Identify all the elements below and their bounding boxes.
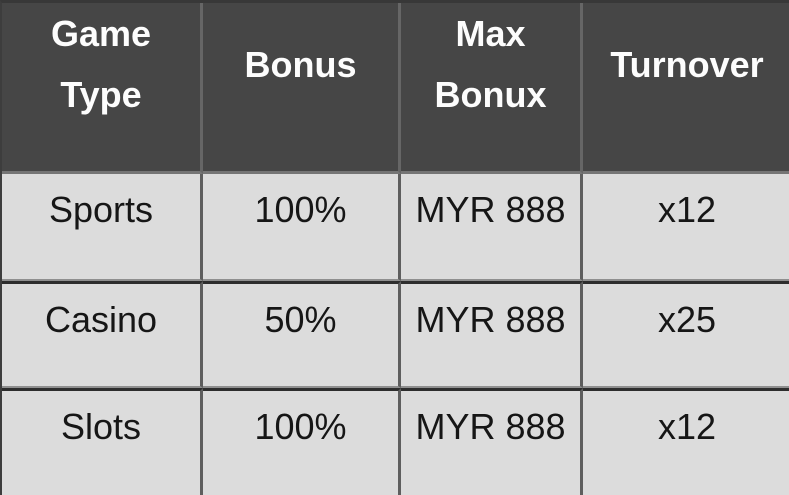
cell-turnover: x25 [583, 281, 789, 388]
column-header-game-type: Game Type [2, 3, 203, 174]
cell-game-type: Sports [2, 174, 203, 281]
cell-bonus: 100% [203, 388, 401, 495]
table-header: Game Type Bonus Max Bonux Turnover [2, 3, 789, 174]
cell-turnover: x12 [583, 174, 789, 281]
cell-game-type: Slots [2, 388, 203, 495]
header-row: Game Type Bonus Max Bonux Turnover [2, 3, 789, 174]
column-header-max-bonux: Max Bonux [401, 3, 583, 174]
column-header-bonus: Bonus [203, 3, 401, 174]
cell-bonus: 50% [203, 281, 401, 388]
cell-game-type: Casino [2, 281, 203, 388]
cell-bonus: 100% [203, 174, 401, 281]
cell-max-bonux: MYR 888 [401, 388, 583, 495]
table-body: Sports 100% MYR 888 x12 Casino 50% MYR 8… [2, 174, 789, 495]
table-row-casino: Casino 50% MYR 888 x25 [2, 281, 789, 388]
table-row-sports: Sports 100% MYR 888 x12 [2, 174, 789, 281]
table-row-slots: Slots 100% MYR 888 x12 [2, 388, 789, 495]
column-header-turnover: Turnover [583, 3, 789, 174]
cell-max-bonux: MYR 888 [401, 281, 583, 388]
cell-turnover: x12 [583, 388, 789, 495]
cell-max-bonux: MYR 888 [401, 174, 583, 281]
